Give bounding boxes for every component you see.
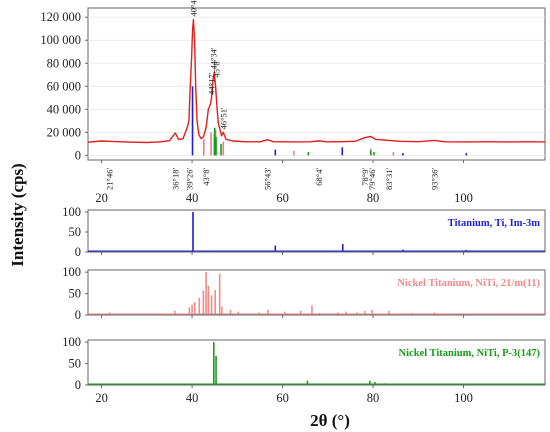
- reference-y-tick-label: 50: [69, 287, 82, 301]
- reference-x-tick-label: 100: [454, 391, 473, 405]
- reference-panel-titanium: 0 50 100 Titanium, Ti, Im-3m: [62, 205, 546, 259]
- peak-angle-label: 36°18': [170, 168, 180, 190]
- peak-angle-label: 68°4': [314, 168, 324, 186]
- peak-angle-label: 40°45': [188, 0, 198, 17]
- peak-angle-label: 21°46': [105, 168, 115, 190]
- peak-angle-label: 79°46': [367, 168, 377, 190]
- main-x-tick-label: 20: [95, 191, 108, 205]
- reference-phase-label: Nickel Titanium, NiTi, 21/m(11): [397, 278, 540, 289]
- reference-panel-niti-21m: 0 50 100 Nickel Titanium, NiTi, 21/m(11): [62, 265, 546, 322]
- peak-angle-label: 43°8': [201, 168, 211, 186]
- main-y-tick-label: 0: [75, 148, 81, 162]
- y-axis-title: Intensity (cps): [8, 163, 27, 266]
- reference-x-tick-label: 20: [95, 391, 108, 405]
- peak-angle-label: 44°34': [208, 47, 218, 69]
- measured-diffractogram-line: [87, 18, 546, 144]
- reference-y-tick-label: 100: [62, 335, 81, 349]
- reference-x-tick-label: 60: [276, 391, 289, 405]
- main-x-tick-label: 40: [186, 191, 199, 205]
- reference-y-tick-label: 0: [75, 245, 81, 259]
- peak-angle-label: 45°8': [212, 59, 222, 77]
- main-plot-frame: [87, 7, 546, 161]
- reference-y-tick-label: 0: [75, 378, 81, 392]
- reference-plot-frame: [87, 339, 546, 386]
- main-diffractogram-panel: 0 20 000 40 000 60 000 80 000 100 000 120 000 2…: [40, 0, 546, 205]
- reference-plot-frame: [87, 269, 546, 316]
- reference-phase-label: Nickel Titanium, NiTi, P-3(147): [399, 348, 541, 359]
- peak-angle-label: 78°9': [360, 168, 370, 186]
- main-x-tick-label: 60: [276, 191, 289, 205]
- peak-angle-label: 39°26': [184, 168, 194, 190]
- reference-x-tick-label: 40: [186, 391, 199, 405]
- main-y-tick-label: 100 000: [40, 33, 81, 47]
- reference-y-tick-label: 50: [69, 357, 82, 371]
- reference-phase-label: Titanium, Ti, Im-3m: [448, 218, 540, 229]
- peak-angle-label: 93°36': [430, 168, 440, 190]
- main-y-tick-label: 80 000: [47, 56, 81, 70]
- main-x-tick-label: 80: [367, 191, 380, 205]
- peak-angle-label: 46°51': [218, 107, 228, 129]
- main-y-tick-label: 120 000: [40, 10, 81, 24]
- reference-y-tick-label: 100: [62, 205, 81, 219]
- reference-y-tick-label: 100: [62, 265, 81, 279]
- main-x-tick-label: 100: [454, 191, 473, 205]
- reference-y-tick-label: 50: [69, 225, 82, 239]
- reference-plot-frame: [87, 209, 546, 253]
- peak-angle-label: 44°17': [207, 72, 217, 94]
- reference-panel-niti-p3: 0 50 100 20 40 60 80 100 Nickel Titanium, NiTi, …: [62, 335, 546, 405]
- main-y-tick-label: 20 000: [47, 125, 81, 139]
- main-y-tick-label: 40 000: [47, 102, 81, 116]
- reference-x-tick-label: 80: [367, 391, 380, 405]
- x-axis-title: 2θ (°): [310, 411, 350, 430]
- main-y-tick-label: 60 000: [47, 79, 81, 93]
- reference-y-tick-label: 0: [75, 308, 81, 322]
- peak-angle-label: 83°31': [384, 168, 394, 190]
- peak-angle-label: 56°43': [263, 168, 273, 190]
